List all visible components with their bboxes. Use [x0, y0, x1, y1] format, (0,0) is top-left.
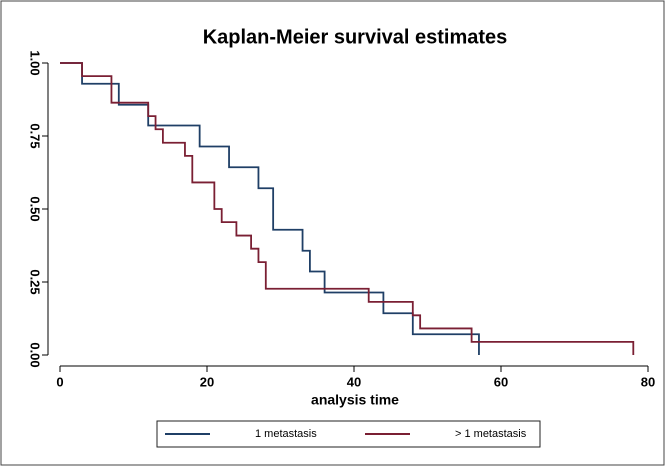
x-tick-label: 80 [641, 374, 655, 389]
survival-curve [60, 62, 635, 355]
x-tick-label: 40 [347, 374, 361, 389]
x-axis-label: analysis time [311, 392, 399, 408]
x-tick-label: 60 [494, 374, 508, 389]
legend-label: 1 metastasis [255, 428, 317, 440]
x-tick-label: 0 [56, 374, 63, 389]
y-tick-label: 0.75 [28, 123, 43, 148]
y-tick-label: 0.50 [28, 196, 43, 221]
survival-curve [60, 62, 480, 355]
legend-label: > 1 metastasis [455, 428, 527, 440]
legend [156, 420, 541, 448]
chart-title: Kaplan-Meier survival estimates [203, 26, 508, 48]
y-tick-label: 1.00 [28, 50, 43, 75]
y-tick-label: 0.25 [28, 269, 43, 294]
x-tick-label: 20 [200, 374, 214, 389]
y-tick-label: 0.00 [28, 342, 43, 367]
